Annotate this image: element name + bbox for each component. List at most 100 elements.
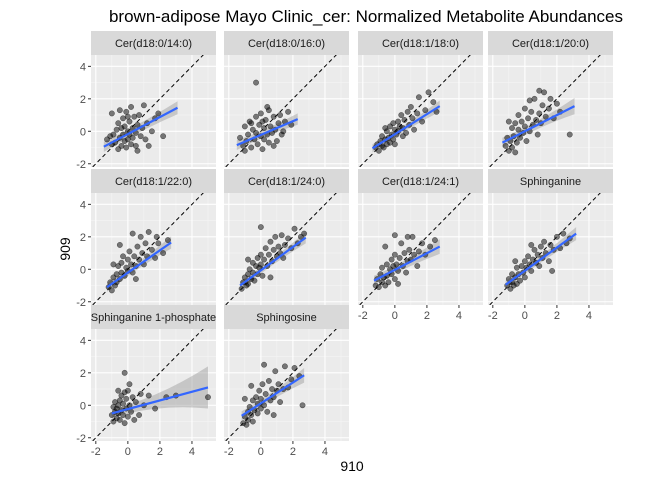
y-tick-label: 2: [80, 94, 86, 106]
data-point: [137, 233, 144, 240]
data-point: [128, 408, 134, 415]
data-point: [537, 243, 544, 250]
data-point: [385, 279, 392, 286]
facet-strip: [91, 305, 216, 329]
x-tick-label: -2: [91, 446, 101, 458]
data-point: [270, 412, 277, 418]
data-point: [515, 126, 522, 133]
data-point: [241, 123, 248, 130]
data-point: [123, 108, 130, 115]
panel-plot-area: [91, 55, 204, 167]
data-point: [265, 378, 272, 384]
data-point: [403, 269, 409, 276]
data-point: [129, 134, 136, 141]
regression-line: [236, 118, 299, 147]
data-point: [261, 256, 267, 263]
facet-strip: [224, 169, 349, 193]
data-point: [245, 271, 251, 278]
data-point: [152, 255, 159, 261]
data-point: [134, 147, 141, 154]
data-point: [270, 142, 277, 149]
data-point: [241, 147, 248, 154]
data-point: [253, 79, 259, 86]
y-axis-label: 909: [57, 237, 73, 261]
data-point: [515, 112, 522, 118]
data-point: [123, 144, 130, 151]
data-point: [299, 402, 306, 409]
data-point: [409, 115, 416, 122]
facet-strip-label: Sphinganine 1-phosphate: [91, 312, 216, 324]
facet-strip-label: Sphingosine: [256, 312, 317, 324]
data-point: [128, 261, 134, 268]
data-point: [536, 87, 543, 94]
data-point: [254, 410, 261, 417]
data-point: [545, 258, 552, 265]
data-point: [123, 395, 130, 402]
data-point: [160, 250, 167, 256]
data-point: [124, 387, 131, 394]
data-point: [406, 246, 413, 253]
data-point: [267, 238, 274, 245]
data-point: [116, 242, 123, 248]
data-point: [528, 268, 535, 274]
regression-line: [501, 105, 576, 144]
data-point: [148, 128, 155, 135]
data-point: [243, 421, 250, 428]
data-point: [245, 280, 251, 287]
data-point: [285, 108, 292, 115]
data-point: [536, 110, 543, 117]
data-point: [264, 408, 271, 415]
regression-line: [504, 232, 577, 286]
data-point: [120, 412, 126, 418]
data-point: [432, 237, 438, 243]
facet-panels: Cer(d18:0/14:0) -2 0 2 4 Cer(d18:0/16:0) Cer(d…: [76, 31, 613, 458]
data-point: [554, 233, 560, 240]
data-point: [291, 225, 298, 232]
data-point: [140, 102, 147, 109]
data-point: [126, 381, 133, 388]
x-tick-label: 2: [424, 310, 430, 322]
data-point: [120, 253, 126, 260]
y-tick-label: 0: [80, 126, 86, 138]
y-tick-label: 0: [80, 264, 86, 276]
facet-panel-6: Cer(d18:1/24:0): [224, 169, 349, 305]
data-point: [257, 251, 264, 258]
data-point: [502, 142, 509, 149]
data-point: [525, 253, 531, 260]
data-point: [375, 147, 382, 154]
facet-strip: [224, 305, 349, 329]
data-point: [259, 146, 266, 153]
y-tick-label: -2: [76, 159, 86, 171]
data-point: [554, 100, 560, 107]
facet-panel-1: Cer(d18:0/14:0) -2 0 2 4: [76, 31, 216, 171]
data-point: [419, 118, 426, 125]
data-point: [513, 264, 520, 271]
data-point: [528, 108, 535, 115]
data-point: [256, 387, 263, 394]
y-tick-label: 0: [80, 400, 86, 412]
panel-plot-area: [488, 193, 601, 305]
chart-title: brown-adipose Mayo Clinic_cer: Normalize…: [109, 7, 623, 26]
data-point: [273, 138, 280, 144]
data-point: [136, 112, 142, 118]
data-point: [124, 113, 131, 120]
facet-strip-label: Cer(d18:1/18:0): [382, 38, 459, 50]
y-tick-label: -2: [76, 297, 86, 309]
data-point: [148, 246, 155, 253]
facet-panel-5: Cer(d18:1/22:0) -2 0 2 4: [76, 169, 216, 309]
data-point: [411, 126, 417, 133]
data-point: [277, 112, 283, 118]
data-point: [401, 117, 408, 123]
data-point: [542, 113, 549, 120]
data-point: [248, 120, 255, 127]
data-point: [267, 123, 274, 130]
data-point: [115, 402, 122, 409]
data-point: [533, 117, 539, 123]
data-point: [136, 412, 142, 418]
data-point: [275, 381, 282, 388]
data-point: [139, 250, 146, 256]
panel-plot-area: [224, 329, 337, 441]
data-point: [521, 258, 528, 265]
x-tick-label: -2: [488, 310, 498, 322]
